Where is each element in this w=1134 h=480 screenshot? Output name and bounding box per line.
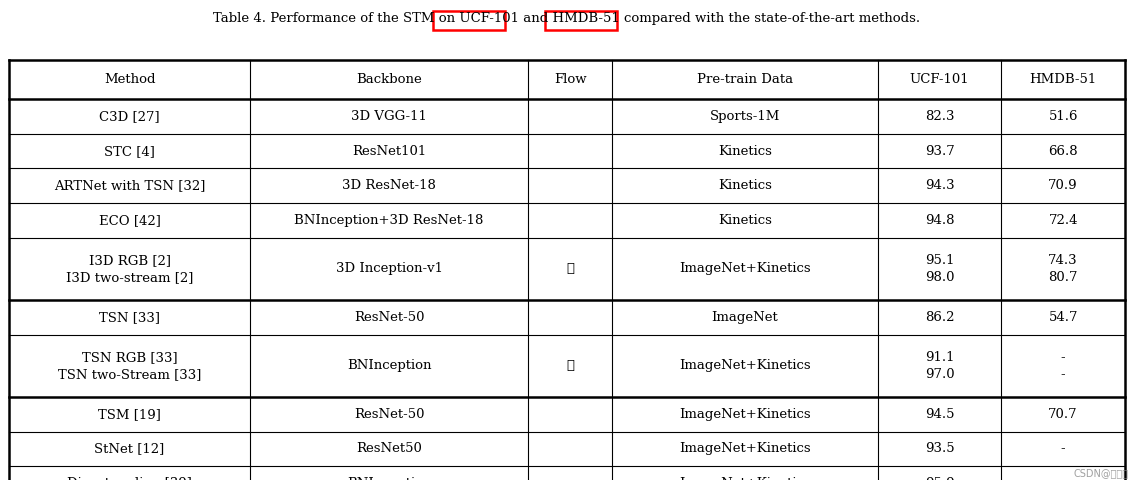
Text: -: - <box>1060 442 1066 456</box>
Text: ✓: ✓ <box>566 359 574 372</box>
Text: ImageNet+Kinetics: ImageNet+Kinetics <box>679 442 811 456</box>
Text: BNInception: BNInception <box>347 359 431 372</box>
Text: ResNet-50: ResNet-50 <box>354 408 424 421</box>
Text: 74.3
80.7: 74.3 80.7 <box>1048 254 1078 284</box>
Text: UCF-101: UCF-101 <box>909 73 970 86</box>
Text: ImageNet+Kinetics: ImageNet+Kinetics <box>679 477 811 480</box>
Text: ARTNet with TSN [32]: ARTNet with TSN [32] <box>54 179 205 192</box>
Text: Pre-train Data: Pre-train Data <box>697 73 793 86</box>
Text: ResNet-50: ResNet-50 <box>354 311 424 324</box>
Text: ImageNet+Kinetics: ImageNet+Kinetics <box>679 359 811 372</box>
Text: 70.7: 70.7 <box>1048 408 1078 421</box>
Text: 51.6: 51.6 <box>1049 110 1078 123</box>
Text: 95.9: 95.9 <box>924 477 955 480</box>
Text: ResNet101: ResNet101 <box>352 144 426 158</box>
Text: 66.8: 66.8 <box>1048 144 1078 158</box>
Text: Kinetics: Kinetics <box>718 179 772 192</box>
Text: Backbone: Backbone <box>356 73 422 86</box>
Text: ImageNet+Kinetics: ImageNet+Kinetics <box>679 408 811 421</box>
Text: 93.5: 93.5 <box>924 442 955 456</box>
Text: I3D RGB [2]
I3D two-stream [2]: I3D RGB [2] I3D two-stream [2] <box>66 254 193 284</box>
Text: Disentangling [39]: Disentangling [39] <box>67 477 192 480</box>
Text: TSN RGB [33]
TSN two-Stream [33]: TSN RGB [33] TSN two-Stream [33] <box>58 351 201 381</box>
Text: CSDN@何大习: CSDN@何大习 <box>1073 468 1128 478</box>
Text: C3D [27]: C3D [27] <box>100 110 160 123</box>
Text: ✓: ✓ <box>566 262 574 276</box>
Text: 82.3: 82.3 <box>925 110 955 123</box>
Text: ResNet50: ResNet50 <box>356 442 422 456</box>
Text: 86.2: 86.2 <box>925 311 955 324</box>
Text: TSN [33]: TSN [33] <box>99 311 160 324</box>
Text: 54.7: 54.7 <box>1049 311 1078 324</box>
Text: STC [4]: STC [4] <box>104 144 155 158</box>
Text: Method: Method <box>104 73 155 86</box>
Text: 3D VGG-11: 3D VGG-11 <box>352 110 428 123</box>
Text: HMDB-51: HMDB-51 <box>1030 73 1097 86</box>
Text: 94.5: 94.5 <box>925 408 955 421</box>
Text: Kinetics: Kinetics <box>718 144 772 158</box>
Text: BNInception: BNInception <box>347 477 431 480</box>
Text: Flow: Flow <box>553 73 586 86</box>
Text: ImageNet: ImageNet <box>711 311 778 324</box>
Text: 3D ResNet-18: 3D ResNet-18 <box>342 179 435 192</box>
Text: Sports-1M: Sports-1M <box>710 110 780 123</box>
Text: 70.9: 70.9 <box>1048 179 1078 192</box>
Text: 93.7: 93.7 <box>924 144 955 158</box>
Text: 3D Inception-v1: 3D Inception-v1 <box>336 262 442 276</box>
Text: ImageNet+Kinetics: ImageNet+Kinetics <box>679 262 811 276</box>
Text: Table 4. Performance of the STM on UCF-101 and HMDB-51 compared with the state-o: Table 4. Performance of the STM on UCF-1… <box>213 12 921 25</box>
Text: StNet [12]: StNet [12] <box>94 442 164 456</box>
Text: -: - <box>1060 477 1066 480</box>
Text: Kinetics: Kinetics <box>718 214 772 227</box>
Text: -
-: - - <box>1060 351 1066 381</box>
Text: ECO [42]: ECO [42] <box>99 214 161 227</box>
Text: 91.1
97.0: 91.1 97.0 <box>924 351 955 381</box>
Text: 95.1
98.0: 95.1 98.0 <box>925 254 955 284</box>
Text: 94.3: 94.3 <box>924 179 955 192</box>
Text: BNInception+3D ResNet-18: BNInception+3D ResNet-18 <box>295 214 484 227</box>
Text: 94.8: 94.8 <box>925 214 955 227</box>
Text: 72.4: 72.4 <box>1049 214 1078 227</box>
Text: TSM [19]: TSM [19] <box>99 408 161 421</box>
